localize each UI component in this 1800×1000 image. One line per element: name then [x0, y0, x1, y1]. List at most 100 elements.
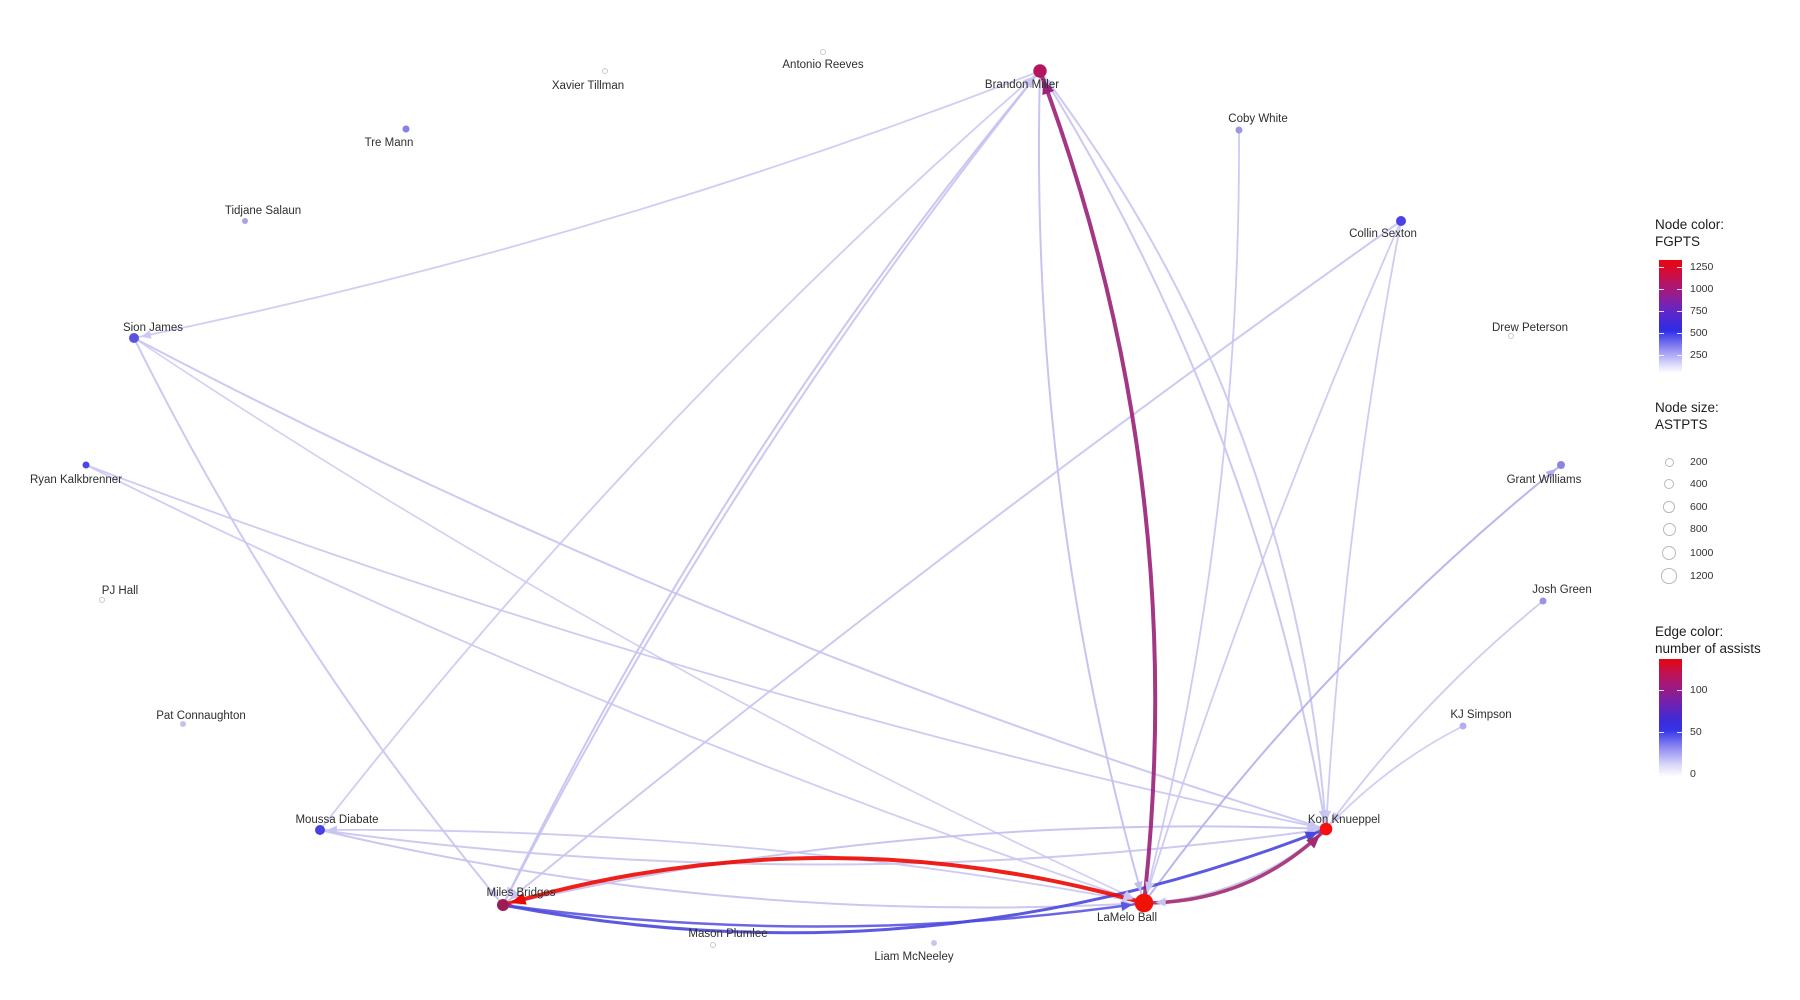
- node-color-tick-label: 500: [1690, 327, 1708, 339]
- edge-Coby White-to-LaMelo Ball: [1143, 129, 1240, 904]
- edge-color-tick-0: 0: [1659, 768, 1696, 780]
- edge-Sion James-to-LaMelo Ball: [133, 337, 1145, 904]
- node-label-Miles Bridges: Miles Bridges: [486, 887, 555, 899]
- node-size-label: 1200: [1690, 570, 1714, 582]
- node-label-Liam McNeeley: Liam McNeeley: [874, 951, 953, 963]
- tick-dash: [1659, 355, 1664, 356]
- edge-LaMelo Ball-to-Grant Williams: [1143, 464, 1562, 904]
- node-color-tick-500: 500: [1659, 327, 1708, 339]
- edge-LaMelo Ball-to-Brandon Miller: [1038, 69, 1158, 905]
- edge-Sion James-to-Kon Knueppel: [133, 337, 1327, 830]
- node-label-Pat Connaughton: Pat Connaughton: [156, 710, 246, 722]
- edge-Moussa Diabate-to-LaMelo Ball: [319, 829, 1145, 909]
- edge-color-tick-100: 100: [1659, 684, 1708, 696]
- tick-dash: [1677, 289, 1682, 290]
- arrowhead-LaMelo Ball-to-Kon Knueppel: [1306, 834, 1321, 849]
- tick-dash: [1677, 311, 1682, 312]
- arrowhead-Ryan Kalkbrenner-to-Kon Knueppel: [1307, 821, 1318, 830]
- node-Tre Mann[interactable]: [402, 125, 410, 133]
- arrowhead-Coby White-to-LaMelo Ball: [1145, 881, 1154, 893]
- nodes-layer: [82, 49, 1565, 948]
- node-Tidjane Salaun[interactable]: [242, 218, 248, 224]
- arrowhead-Miles Bridges-to-LaMelo Ball: [1120, 901, 1133, 912]
- node-size-label: 400: [1690, 478, 1708, 490]
- edge-Collin Sexton-to-Kon Knueppel: [1325, 220, 1402, 830]
- node-Collin Sexton[interactable]: [1396, 216, 1406, 226]
- node-Mason Plumlee[interactable]: [710, 942, 716, 948]
- node-label-Josh Green: Josh Green: [1532, 584, 1591, 596]
- edge-LaMelo Ball-to-Miles Bridges: [501, 856, 1146, 907]
- node-color-tick-750: 750: [1659, 305, 1708, 317]
- node-size-item-200: 200: [1659, 453, 1708, 471]
- node-color-tick-label: 750: [1690, 305, 1708, 317]
- node-Xavier Tillman[interactable]: [602, 68, 608, 74]
- arrowhead-Kon Knueppel-to-LaMelo Ball: [1155, 897, 1166, 907]
- node-KJ Simpson[interactable]: [1459, 722, 1467, 730]
- node-label-Tidjane Salaun: Tidjane Salaun: [225, 205, 301, 217]
- edge-KJ Simpson-to-Kon Knueppel: [1325, 725, 1464, 830]
- node-Kon Knueppel[interactable]: [1319, 822, 1333, 836]
- node-label-LaMelo Ball: LaMelo Ball: [1097, 912, 1157, 924]
- tick-dash: [1677, 267, 1682, 268]
- tick-dash: [1659, 690, 1664, 691]
- node-size-label: 800: [1690, 523, 1708, 535]
- tick-dash: [1677, 690, 1682, 691]
- node-label-Ryan Kalkbrenner: Ryan Kalkbrenner: [30, 474, 122, 486]
- node-Antonio Reeves[interactable]: [820, 49, 826, 55]
- size-circle-icon: [1664, 479, 1674, 489]
- edge-Sion James-to-Miles Bridges: [133, 337, 504, 906]
- node-Coby White[interactable]: [1235, 126, 1243, 134]
- node-label-Antonio Reeves: Antonio Reeves: [782, 59, 863, 71]
- size-circle-wrap: [1659, 479, 1679, 489]
- node-color-legend-title: Node color: FGPTS: [1655, 217, 1725, 249]
- edges-layer: [85, 69, 1562, 935]
- size-circle-icon: [1661, 545, 1677, 561]
- arrowhead-LaMelo Ball-to-Brandon Miller: [1042, 79, 1055, 96]
- edge-LaMelo Ball-to-Kon Knueppel: [1142, 827, 1328, 905]
- tick-dash: [1659, 289, 1664, 290]
- node-Brandon Miller[interactable]: [1033, 64, 1047, 78]
- node-label-Drew Peterson: Drew Peterson: [1492, 322, 1568, 334]
- arrowhead-LaMelo Ball-to-Grant Williams: [1545, 468, 1557, 479]
- node-size-label: 600: [1690, 501, 1708, 513]
- arrowhead-Ryan Kalkbrenner-to-LaMelo Ball: [1122, 892, 1134, 901]
- tick-dash: [1677, 333, 1682, 334]
- edge-Moussa Diabate-to-Brandon Miller: [319, 70, 1041, 831]
- node-color-tick-1250: 1250: [1659, 261, 1713, 273]
- node-color-tick-label: 1000: [1690, 283, 1714, 295]
- arrowhead-LaMelo Ball-to-Moussa Diabate: [326, 825, 337, 835]
- node-Liam McNeeley[interactable]: [931, 940, 937, 946]
- node-Grant Williams[interactable]: [1557, 461, 1565, 469]
- node-Ryan Kalkbrenner[interactable]: [82, 461, 90, 469]
- node-label-Mason Plumlee: Mason Plumlee: [688, 928, 767, 940]
- edge-Brandon Miller-to-Kon Knueppel: [1039, 70, 1327, 830]
- node-size-item-1000: 1000: [1659, 544, 1713, 562]
- tick-dash: [1659, 333, 1664, 334]
- tick-dash: [1677, 355, 1682, 356]
- node-color-tick-1000: 1000: [1659, 283, 1713, 295]
- size-circle-wrap: [1659, 545, 1679, 561]
- node-label-Sion James: Sion James: [123, 322, 183, 334]
- labels-layer: Antonio Reeves Xavier Tillman Brandon Mill…: [30, 59, 1592, 963]
- node-Moussa Diabate[interactable]: [315, 825, 325, 835]
- node-Josh Green[interactable]: [1539, 597, 1547, 605]
- node-Miles Bridges[interactable]: [497, 899, 509, 911]
- size-circle-icon: [1663, 501, 1675, 513]
- node-label-Grant Williams: Grant Williams: [1507, 474, 1582, 486]
- arrowhead-Miles Bridges-to-Kon Knueppel: [1304, 831, 1319, 842]
- edge-color-tick-label: 50: [1690, 726, 1702, 738]
- edge-Collin Sexton-to-Miles Bridges: [502, 220, 1402, 906]
- node-PJ Hall[interactable]: [99, 597, 105, 603]
- arrowhead-Brandon Miller-to-LaMelo Ball: [1133, 880, 1143, 893]
- node-LaMelo Ball[interactable]: [1134, 893, 1154, 913]
- size-circle-wrap: [1659, 501, 1679, 513]
- node-label-PJ Hall: PJ Hall: [102, 585, 138, 597]
- edge-Brandon Miller-to-LaMelo Ball: [1037, 70, 1145, 904]
- node-Pat Connaughton[interactable]: [180, 721, 186, 727]
- node-Drew Peterson[interactable]: [1508, 333, 1514, 339]
- node-Sion James[interactable]: [129, 333, 139, 343]
- arrowheads-layer: [140, 76, 1557, 912]
- size-circle-wrap: [1659, 568, 1679, 584]
